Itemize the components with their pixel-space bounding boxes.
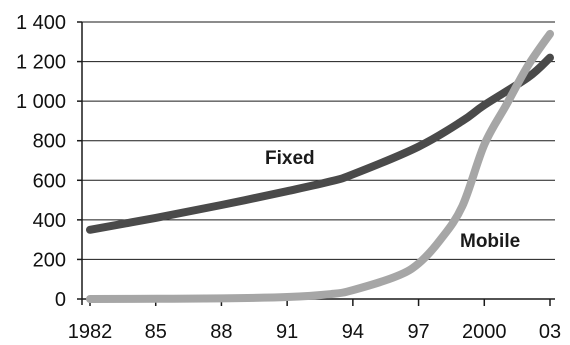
y-tick-label: 0 [55, 289, 66, 311]
x-tick-label: 97 [407, 321, 429, 343]
series-line-fixed [86, 53, 554, 234]
gridlines [82, 21, 555, 300]
x-tick-label: 1982 [68, 321, 113, 343]
x-tick-label: 2000 [462, 321, 507, 343]
series-labels: Fixed Mobile [265, 148, 520, 252]
y-tick-label: 1 000 [16, 91, 66, 113]
x-tick-label: 88 [210, 321, 232, 343]
x-tick-label: 94 [342, 321, 364, 343]
series-label-fixed: Fixed [265, 148, 315, 169]
y-tick-label: 200 [33, 249, 66, 271]
x-tick-label: 85 [145, 321, 167, 343]
series-line-mobile [86, 29, 554, 303]
series-label-mobile: Mobile [460, 231, 520, 252]
y-tick-label: 1 200 [16, 52, 66, 74]
x-tick-label: 03 [539, 321, 561, 343]
y-tick-label: 1 400 [16, 12, 66, 34]
y-tick-label: 600 [33, 170, 66, 192]
x-tick-label: 91 [276, 321, 298, 343]
y-tick-label: 800 [33, 131, 66, 153]
y-tick-label: 400 [33, 210, 66, 232]
x-axis: 1982 85 88 91 94 97 2000 03 [68, 299, 561, 343]
series-layer [86, 29, 554, 303]
y-axis: 0 200 400 600 800 1 000 1 200 1 400 [16, 12, 83, 311]
